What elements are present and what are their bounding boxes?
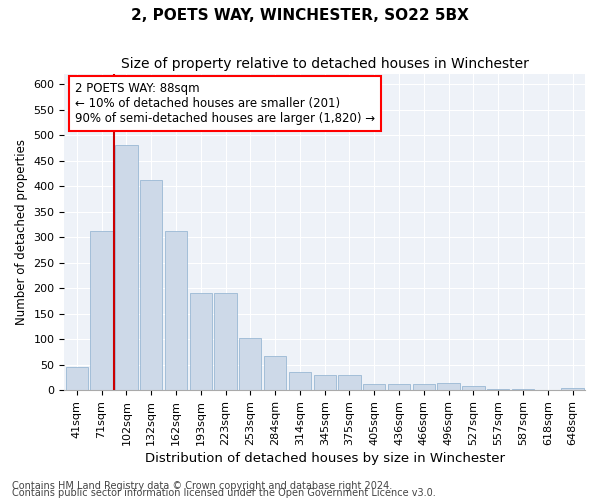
Bar (190, 294, 212, 390)
Bar (239, 338, 262, 390)
Bar (165, 231, 187, 390)
Y-axis label: Number of detached properties: Number of detached properties (15, 139, 28, 325)
Bar (91, 231, 113, 390)
Bar (562, 388, 584, 390)
Bar (65, 368, 88, 390)
Title: Size of property relative to detached houses in Winchester: Size of property relative to detached ho… (121, 58, 529, 71)
Bar (289, 372, 311, 390)
Bar (214, 294, 236, 390)
Text: Contains HM Land Registry data © Crown copyright and database right 2024.: Contains HM Land Registry data © Crown c… (12, 481, 392, 491)
Bar (512, 388, 534, 390)
X-axis label: Distribution of detached houses by size in Winchester: Distribution of detached houses by size … (145, 452, 505, 465)
Bar (140, 180, 163, 390)
Text: Contains public sector information licensed under the Open Government Licence v3: Contains public sector information licen… (12, 488, 436, 498)
Bar (388, 384, 410, 390)
Bar (314, 375, 336, 390)
Bar (363, 384, 385, 390)
Bar (115, 146, 137, 390)
Text: 2, POETS WAY, WINCHESTER, SO22 5BX: 2, POETS WAY, WINCHESTER, SO22 5BX (131, 8, 469, 22)
Bar (462, 386, 485, 390)
Bar (264, 356, 286, 390)
Bar (338, 375, 361, 390)
Bar (437, 383, 460, 390)
Text: 2 POETS WAY: 88sqm
← 10% of detached houses are smaller (201)
90% of semi-detach: 2 POETS WAY: 88sqm ← 10% of detached hou… (75, 82, 375, 125)
Bar (413, 384, 435, 390)
Bar (487, 388, 509, 390)
